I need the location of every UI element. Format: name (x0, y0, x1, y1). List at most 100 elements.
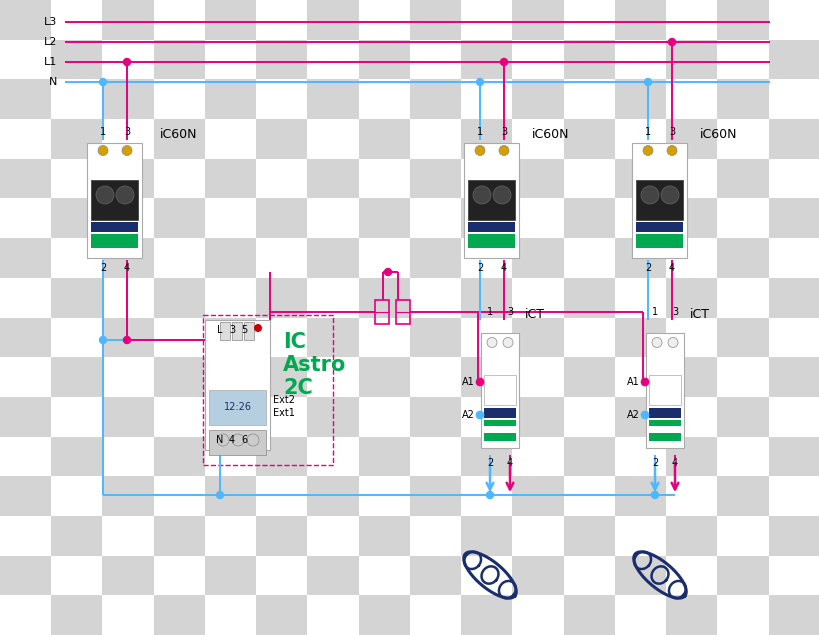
Circle shape (651, 491, 658, 498)
Bar (468, 239, 515, 248)
Bar (468, 180, 515, 220)
Bar (154, 357, 205, 397)
Bar (205, 159, 256, 198)
Bar (307, 397, 359, 437)
Circle shape (644, 79, 651, 86)
Bar (512, 556, 563, 596)
Bar (636, 222, 683, 232)
Text: 4: 4 (500, 263, 506, 273)
Bar (232, 322, 242, 340)
Bar (154, 437, 205, 476)
Text: 2: 2 (486, 458, 492, 468)
Bar (483, 408, 515, 418)
Circle shape (476, 79, 483, 86)
Bar (410, 556, 460, 596)
Bar (563, 119, 614, 159)
Bar (468, 234, 515, 242)
Bar (51, 39, 102, 79)
Bar (51, 278, 102, 318)
Circle shape (384, 269, 391, 276)
Circle shape (247, 434, 259, 446)
Text: 4: 4 (671, 458, 677, 468)
Text: iCT: iCT (524, 309, 545, 321)
Bar (665, 516, 717, 556)
Bar (359, 198, 410, 238)
Bar (614, 238, 665, 278)
Bar (768, 278, 819, 318)
Text: 4: 4 (229, 435, 235, 445)
Bar (483, 432, 515, 441)
Bar (0, 79, 51, 119)
Bar (0, 556, 51, 596)
Bar (102, 238, 154, 278)
Bar (410, 0, 460, 39)
Bar (205, 0, 256, 39)
Bar (92, 239, 138, 248)
Text: L2: L2 (43, 37, 57, 47)
Circle shape (667, 39, 675, 46)
Bar (768, 516, 819, 556)
Text: 1: 1 (477, 127, 482, 137)
Bar (410, 79, 460, 119)
Bar (563, 516, 614, 556)
Text: A1: A1 (461, 377, 474, 387)
Text: iC60N: iC60N (699, 128, 736, 142)
Bar (717, 238, 768, 278)
Text: 3: 3 (506, 307, 513, 317)
Bar (717, 159, 768, 198)
Circle shape (124, 58, 130, 65)
Text: N: N (216, 435, 224, 445)
Bar (665, 39, 717, 79)
Bar (483, 375, 515, 405)
Text: A1: A1 (627, 377, 639, 387)
Bar (665, 278, 717, 318)
Bar (460, 357, 512, 397)
Text: 12:26: 12:26 (224, 402, 251, 412)
Circle shape (217, 434, 229, 446)
Circle shape (640, 186, 658, 204)
Bar (0, 476, 51, 516)
Text: 1: 1 (100, 127, 106, 137)
Circle shape (98, 145, 108, 156)
Text: L: L (217, 325, 223, 335)
Circle shape (216, 491, 224, 498)
Circle shape (660, 186, 678, 204)
Bar (209, 430, 266, 455)
Text: A2: A2 (461, 410, 474, 420)
Text: 2: 2 (100, 263, 106, 273)
Bar (717, 0, 768, 39)
Bar (205, 79, 256, 119)
Bar (102, 318, 154, 357)
Bar (205, 318, 256, 357)
Bar (102, 476, 154, 516)
Circle shape (486, 491, 493, 498)
Bar (374, 300, 388, 324)
Bar (768, 437, 819, 476)
Bar (512, 79, 563, 119)
Bar (614, 556, 665, 596)
Bar (768, 39, 819, 79)
Circle shape (640, 411, 648, 419)
Bar (512, 476, 563, 516)
Text: 6: 6 (241, 435, 247, 445)
Text: 1: 1 (645, 127, 650, 137)
Circle shape (475, 378, 483, 386)
Bar (512, 238, 563, 278)
Bar (410, 397, 460, 437)
Bar (359, 39, 410, 79)
Text: iC60N: iC60N (160, 128, 197, 142)
Circle shape (502, 337, 513, 347)
Bar (256, 357, 307, 397)
Text: 4: 4 (506, 458, 513, 468)
Text: 3: 3 (668, 127, 674, 137)
Bar (307, 79, 359, 119)
Bar (614, 0, 665, 39)
Bar (203, 315, 333, 465)
Bar (614, 159, 665, 198)
Bar (768, 198, 819, 238)
Bar (396, 300, 410, 324)
Bar (665, 357, 717, 397)
Text: A2: A2 (627, 410, 639, 420)
Bar (717, 79, 768, 119)
Circle shape (500, 58, 507, 65)
